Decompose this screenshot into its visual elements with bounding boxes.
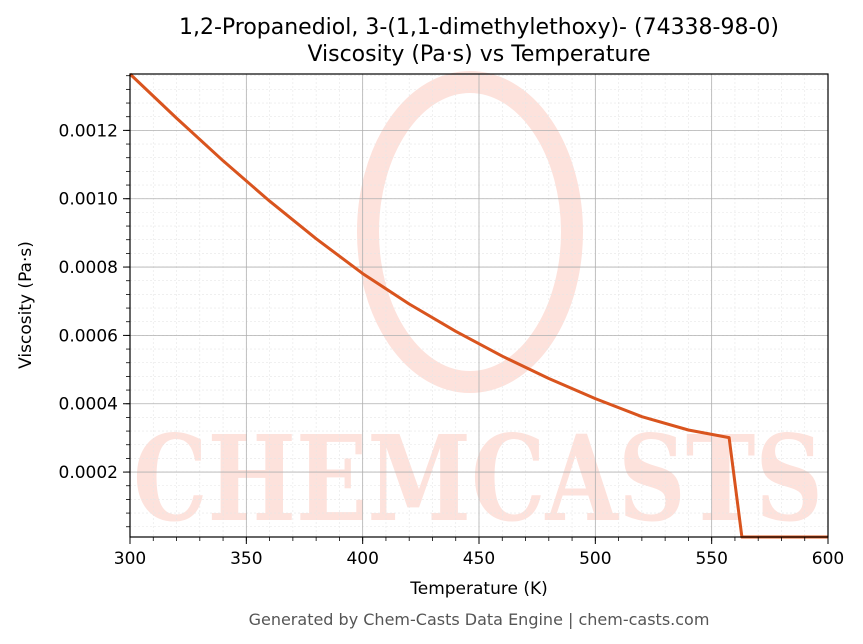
ticks: 300 350 400 450 500 550 600 0.0002 0.0004 0.0006 0… bbox=[59, 75, 844, 569]
y-tick-label: 0.0010 bbox=[59, 190, 118, 210]
x-tick-label: 500 bbox=[579, 549, 611, 569]
x-tick-label: 400 bbox=[346, 549, 378, 569]
y-axis-label: Viscosity (Pa·s) bbox=[16, 241, 36, 369]
y-tick-label: 0.0004 bbox=[59, 395, 118, 415]
x-tick-label: 550 bbox=[695, 549, 727, 569]
y-tick-label: 0.0002 bbox=[59, 463, 118, 483]
chart-subtitle: Viscosity (Pa·s) vs Temperature bbox=[307, 42, 650, 67]
watermark: CHEMCASTS bbox=[133, 71, 823, 548]
x-tick-label: 300 bbox=[114, 549, 146, 569]
x-tick-label: 350 bbox=[230, 549, 262, 569]
x-tick-label: 600 bbox=[812, 549, 844, 569]
chart-title: 1,2-Propanediol, 3-(1,1-dimethylethoxy)-… bbox=[179, 15, 779, 40]
y-tick-label: 0.0012 bbox=[59, 121, 118, 141]
y-tick-label: 0.0006 bbox=[59, 326, 118, 346]
y-tick-label: 0.0008 bbox=[59, 258, 118, 278]
x-tick-label: 450 bbox=[463, 549, 495, 569]
watermark-logo-ring bbox=[357, 71, 583, 393]
viscosity-series-line bbox=[128, 72, 828, 539]
x-axis-label: Temperature (K) bbox=[409, 579, 548, 599]
watermark-text: CHEMCASTS bbox=[133, 409, 823, 548]
footer-credit: Generated by Chem-Casts Data Engine | ch… bbox=[249, 610, 710, 629]
series-layer bbox=[128, 72, 828, 539]
